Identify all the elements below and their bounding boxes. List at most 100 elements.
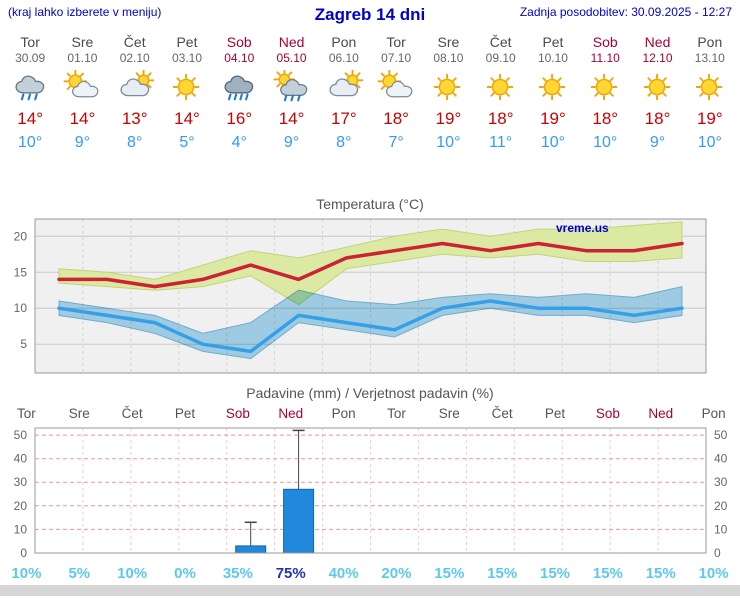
day-date: 07.10: [381, 51, 412, 65]
day-column: Ned 12.10 18° 9°: [631, 34, 683, 152]
high-temperature: 18°: [592, 109, 619, 128]
high-temperature: 19°: [435, 109, 462, 128]
day-column: Pon 13.10 19° 10°: [684, 34, 736, 152]
precip-probability: 15%: [487, 565, 518, 582]
svg-text:20: 20: [14, 229, 28, 243]
precipitation-chart: 0 0 10 10 20 20 30 30 40 40 50 50: [0, 423, 740, 563]
low-temperature: 10°: [436, 134, 461, 151]
precip-day-label: Sob: [595, 406, 620, 421]
precip-day-label: Sre: [68, 406, 90, 421]
precip-day-label: Čet: [121, 406, 143, 421]
weather-icon-sunny: [579, 70, 631, 106]
low-temperature: 9°: [74, 134, 91, 151]
weather-icon-mostly-cloudy: [318, 69, 370, 106]
day-date: 30.09: [15, 51, 46, 65]
precip-day-label: Pet: [174, 406, 196, 421]
high-temperature: 16°: [226, 109, 253, 128]
day-date: 05.10: [276, 51, 307, 65]
high-temperature: 14°: [278, 109, 305, 128]
watermark-link[interactable]: vreme.us: [556, 221, 609, 235]
low-temperature: 5°: [179, 134, 195, 151]
precip-day-label: Tor: [387, 406, 406, 421]
low-temperature: 10°: [18, 134, 43, 151]
forecast-days-row: Tor 30.09 14° 10° Sre 01.10 14° 9° Čet 02.10 13° 8°…: [0, 34, 740, 152]
svg-text:30: 30: [714, 475, 728, 489]
day-name: Pon: [697, 34, 723, 50]
day-name: Ned: [644, 34, 671, 50]
precip-day-label: Čet: [491, 406, 513, 421]
weather-icon-sunny: [475, 70, 527, 106]
precip-day-label: Pon: [701, 406, 726, 421]
precip-probability: 75%: [275, 565, 306, 582]
high-temperature: 14°: [69, 109, 96, 128]
high-temperature: 18°: [487, 109, 514, 128]
svg-text:0: 0: [714, 546, 721, 560]
day-column: Sob 11.10 18° 10°: [579, 34, 631, 152]
low-temperature: 10°: [540, 134, 566, 151]
svg-text:10: 10: [14, 522, 28, 536]
high-temperature: 17°: [330, 109, 357, 128]
high-temperature: 19°: [696, 109, 723, 128]
precip-probability: 5%: [68, 565, 91, 582]
last-updated: Zadnja posodobitev: 30.09.2025 - 12:27: [519, 5, 732, 19]
svg-text:40: 40: [714, 452, 728, 466]
day-date: 09.10: [485, 51, 516, 65]
svg-text:20: 20: [714, 499, 728, 513]
precip-probability: 15%: [540, 565, 571, 582]
low-temperature: 10°: [593, 134, 618, 151]
day-name: Sre: [71, 34, 94, 50]
temperature-chart: 5 10 15 20: [0, 215, 740, 377]
temperature-chart-title: Temperatura (°C): [316, 196, 424, 212]
precip-day-label: Pon: [331, 406, 356, 421]
precip-day-label: Pet: [544, 406, 566, 421]
low-temperature: 8°: [336, 134, 352, 151]
weather-icon-sunny: [527, 70, 579, 106]
weather-icon-mostly-cloudy: [109, 69, 161, 106]
day-date: 02.10: [119, 51, 150, 65]
precip-probability: 35%: [222, 565, 253, 582]
svg-text:15: 15: [14, 265, 28, 279]
page-title: Zagreb 14 dni: [314, 5, 426, 24]
high-temperature: 18°: [383, 109, 409, 128]
day-column: Tor 07.10 18° 7°: [370, 34, 422, 152]
day-column: Čet 02.10 13° 8°: [109, 34, 161, 152]
day-date: 04.10: [224, 51, 255, 65]
day-column: Tor 30.09 14° 10°: [4, 34, 56, 152]
header-bar: (kraj lahko izberete v meniju) Zagreb 14…: [0, 0, 740, 25]
day-column: Sre 01.10 14° 9°: [56, 34, 108, 152]
low-temperature: 4°: [231, 134, 247, 151]
day-date: 06.10: [328, 51, 359, 65]
day-column: Pet 10.10 19° 10°: [527, 34, 579, 152]
day-name: Pet: [176, 34, 198, 50]
high-temperature: 13°: [121, 109, 148, 128]
precip-probability-row: 10% 5% 10% 0% 35% 75% 40% 20% 15% 15% 15% 15% 15% 10%: [0, 564, 740, 583]
day-name: Tor: [386, 34, 406, 50]
high-temperature: 18°: [644, 109, 671, 128]
precip-day-label: Sre: [438, 406, 460, 421]
day-name: Pet: [542, 34, 564, 50]
weather-icon-partly: [370, 69, 422, 106]
day-date: 10.10: [537, 51, 568, 65]
high-temperature: 19°: [540, 109, 566, 128]
precip-day-label: Sob: [225, 406, 250, 421]
svg-text:40: 40: [14, 452, 28, 466]
menu-hint: (kraj lahko izberete v meniju): [8, 5, 162, 19]
day-date: 08.10: [433, 51, 464, 65]
precipitation-chart-title: Padavine (mm) / Verjetnost padavin (%): [246, 385, 494, 401]
precip-probability: 10%: [698, 565, 729, 582]
day-date: 01.10: [67, 51, 98, 65]
precip-probability: 20%: [381, 565, 412, 582]
weather-icon-rain: [213, 70, 265, 106]
svg-text:5: 5: [20, 337, 27, 351]
footer-bar: [0, 585, 740, 596]
day-name: Pon: [331, 34, 357, 50]
precip-probability: 40%: [328, 565, 359, 582]
svg-text:10: 10: [714, 522, 728, 536]
precip-day-label: Ned: [278, 406, 304, 421]
weather-icon-sunny: [631, 70, 683, 106]
day-name: Čet: [489, 34, 512, 50]
day-date: 13.10: [694, 51, 725, 65]
precip-probability: 0%: [174, 565, 196, 582]
day-name: Ned: [278, 34, 305, 50]
